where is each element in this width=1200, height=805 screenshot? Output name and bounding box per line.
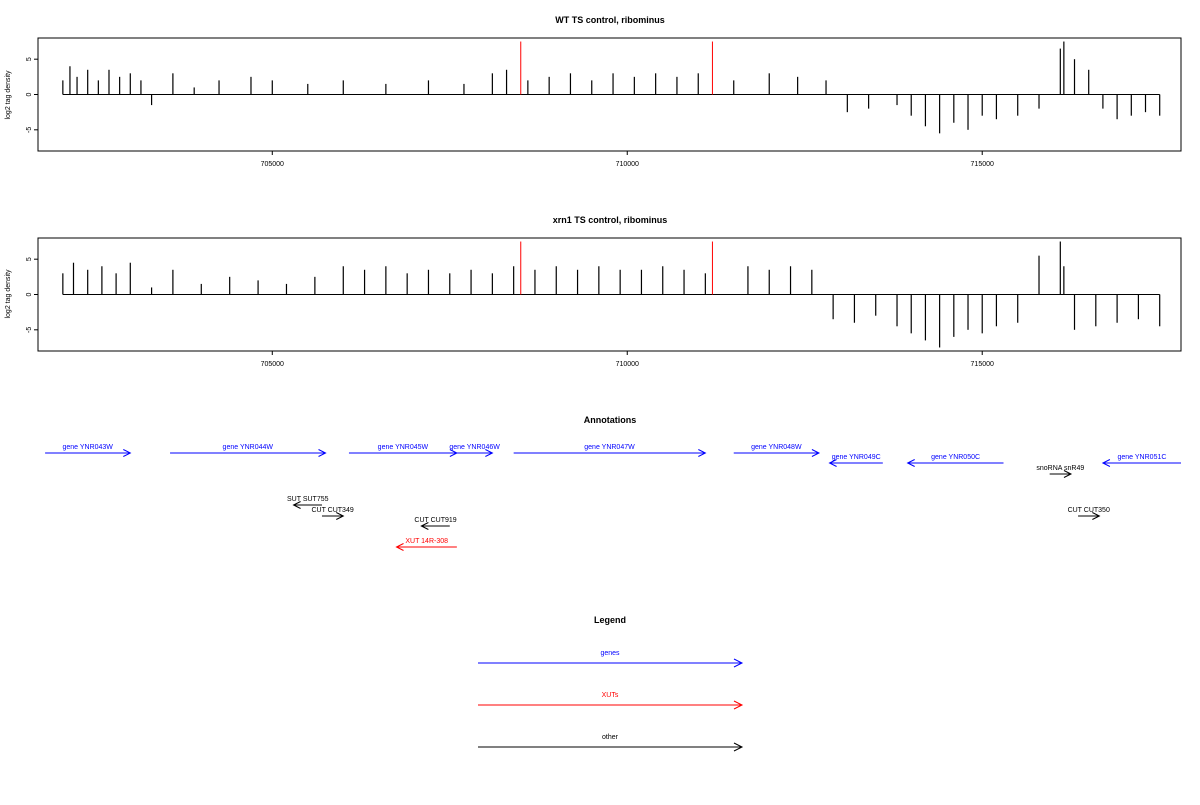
feature-snorna-snr49: snoRNA snR49 xyxy=(1036,465,1084,478)
legend-label-genes: genes xyxy=(600,650,620,657)
feature-cut-cut919: CUT CUT919 xyxy=(414,517,457,530)
legend-arrowhead-xuts xyxy=(733,700,744,710)
y-tick-label: 5 xyxy=(26,57,33,61)
panel-title-wt: WT TS control, ribominus xyxy=(555,15,665,25)
annotations-title: Annotations xyxy=(584,415,637,425)
x-tick-label: 705000 xyxy=(261,161,284,168)
y-tick-label: 0 xyxy=(26,92,33,96)
feature-label: gene YNR046W xyxy=(449,444,500,451)
bars-xrn1 xyxy=(62,241,1161,348)
legend-label-xuts: XUTs xyxy=(602,692,619,699)
feature-gene-ynr051c: gene YNR051C xyxy=(1101,454,1181,467)
feature-gene-ynr044w: gene YNR044W xyxy=(170,444,327,457)
y-tick-label: 5 xyxy=(26,257,33,261)
feature-label: gene YNR047W xyxy=(584,444,635,451)
feature-arrowhead xyxy=(336,512,345,520)
legend-item-genes: genes xyxy=(478,650,744,668)
feature-arrowhead xyxy=(828,459,837,467)
y-tick-label: -5 xyxy=(26,127,33,133)
feature-arrowhead xyxy=(318,449,327,457)
y-tick-label: 0 xyxy=(26,292,33,296)
axis-ticks-xrn1: -5 0 5 705000 710000 715000 xyxy=(26,257,994,368)
legend-label-other: other xyxy=(602,734,619,741)
feature-arrowhead xyxy=(811,449,821,457)
feature-gene-ynr045w: gene YNR045W xyxy=(348,444,458,457)
annotations-section: Annotations gene YNR043W gene YNR044W gene… xyxy=(45,415,1181,551)
legend-arrowhead-genes xyxy=(733,658,744,668)
feature-arrowhead xyxy=(123,449,132,457)
feature-label: gene YNR051C xyxy=(1118,454,1167,461)
y-axis-label-xrn1: log2 tag density xyxy=(5,269,12,319)
feature-label: XUT 14R-308 xyxy=(405,538,448,545)
feature-arrowhead xyxy=(420,522,429,530)
feature-gene-ynr050c: gene YNR050C xyxy=(906,454,1004,467)
legend: Legend genes XUTs other xyxy=(478,615,744,752)
feature-arrowhead xyxy=(1101,459,1111,467)
feature-label: SUT SUT755 xyxy=(287,496,329,503)
x-tick-label: 715000 xyxy=(971,161,994,168)
feature-arrows: gene YNR043W gene YNR044W gene YNR045W gene… xyxy=(45,444,1181,551)
feature-arrowhead xyxy=(485,449,494,457)
feature-label: gene YNR050C xyxy=(931,454,980,461)
feature-arrowhead xyxy=(906,459,915,467)
feature-arrowhead xyxy=(395,543,404,551)
track-panel-xrn1: xrn1 TS control, ribominus log2 tag dens… xyxy=(5,215,1182,368)
x-tick-label: 705000 xyxy=(261,361,284,368)
legend-title: Legend xyxy=(594,615,626,625)
feature-gene-ynr046w: gene YNR046W xyxy=(449,444,500,457)
feature-cut-cut350: CUT CUT350 xyxy=(1068,507,1110,520)
feature-gene-ynr043w: gene YNR043W xyxy=(45,444,132,457)
feature-label: gene YNR043W xyxy=(62,444,113,451)
x-tick-label: 710000 xyxy=(616,361,639,368)
feature-xut-14r-308: XUT 14R-308 xyxy=(395,538,457,551)
panel-title-xrn1: xrn1 TS control, ribominus xyxy=(553,215,668,225)
track-panel-wt: WT TS control, ribominus log2 tag densit… xyxy=(5,15,1182,168)
feature-label: gene YNR049C xyxy=(832,454,881,461)
y-axis-label-wt: log2 tag density xyxy=(5,70,12,120)
legend-arrowhead-other xyxy=(733,742,744,752)
feature-cut-cut349: CUT CUT349 xyxy=(311,507,354,520)
axis-ticks-wt: -5 0 5 705000 710000 715000 xyxy=(26,57,994,168)
x-tick-label: 710000 xyxy=(616,161,639,168)
legend-item-other: other xyxy=(478,734,744,752)
feature-arrowhead xyxy=(1063,470,1073,478)
feature-label: snoRNA snR49 xyxy=(1036,465,1084,472)
feature-arrowhead xyxy=(292,501,301,509)
legend-item-xuts: XUTs xyxy=(478,692,744,710)
x-tick-label: 715000 xyxy=(971,361,994,368)
feature-label: CUT CUT350 xyxy=(1068,507,1110,514)
feature-arrowhead xyxy=(1092,512,1101,520)
feature-label: gene YNR048W xyxy=(751,444,802,451)
bars-wt xyxy=(62,41,1161,134)
feature-gene-ynr048w: gene YNR048W xyxy=(733,444,821,457)
feature-gene-ynr049c: gene YNR049C xyxy=(828,454,883,467)
feature-label: gene YNR044W xyxy=(223,444,274,451)
feature-gene-ynr047w: gene YNR047W xyxy=(513,444,707,457)
feature-label: CUT CUT919 xyxy=(414,517,456,524)
feature-label: gene YNR045W xyxy=(378,444,429,451)
feature-sut-sut755: SUT SUT755 xyxy=(287,496,329,509)
feature-label: CUT CUT349 xyxy=(311,507,353,514)
y-tick-label: -5 xyxy=(26,327,33,333)
feature-arrowhead xyxy=(698,449,707,457)
